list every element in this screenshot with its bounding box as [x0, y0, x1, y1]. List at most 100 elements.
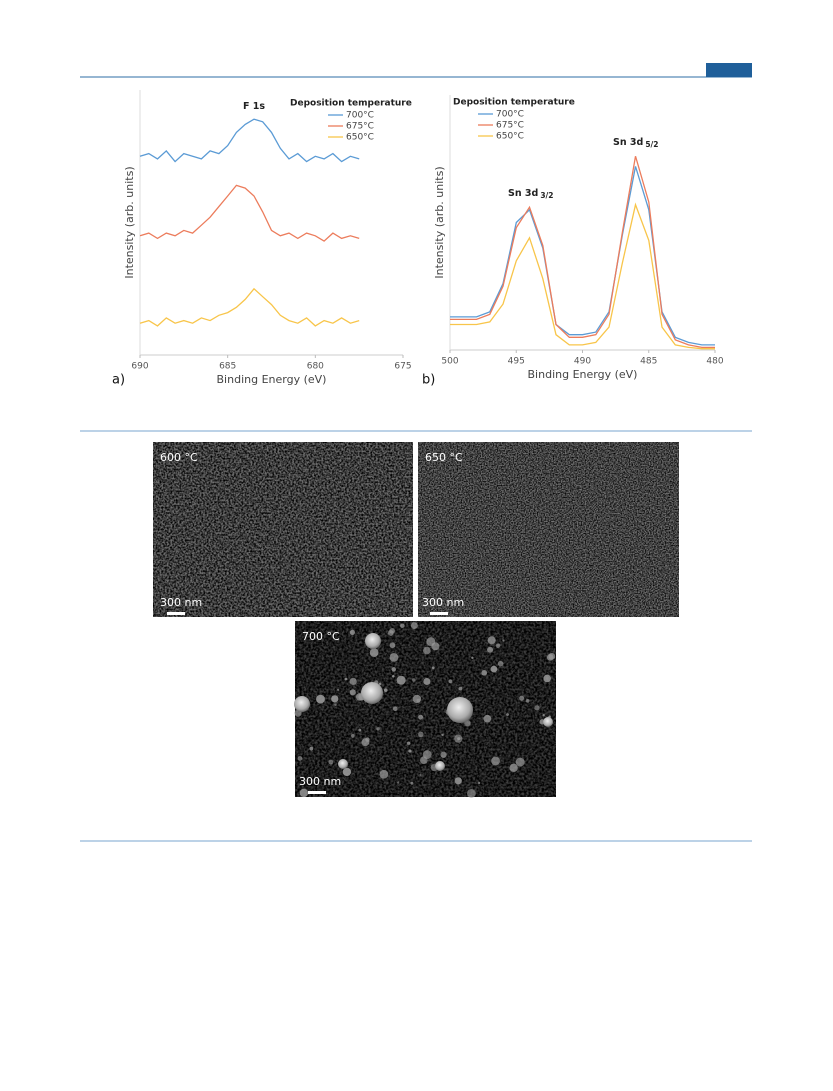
data-line [450, 202, 715, 350]
sem-particle [542, 713, 545, 717]
x-tick-label: 495 [508, 357, 525, 367]
annotation-subscript: 3/2 [540, 191, 553, 200]
sem-particle [316, 694, 325, 704]
sem-particle [418, 714, 424, 720]
sem-particle [490, 665, 498, 673]
sem-particle [423, 677, 431, 686]
legend-label: 675°C [496, 121, 524, 131]
sem-particle [378, 682, 382, 686]
sem-particle [519, 695, 525, 701]
sem-particle [471, 656, 474, 660]
sem-particle [334, 703, 337, 706]
sem-label: 600 °C [160, 451, 198, 464]
sem-particle [376, 727, 380, 731]
data-line [450, 166, 715, 346]
sem-particle [358, 728, 362, 732]
sem-particle [410, 622, 418, 630]
legend-label: 650°C [346, 133, 374, 143]
sem-particle [309, 746, 314, 751]
sem-particle [297, 756, 303, 761]
sem-particle [422, 750, 432, 760]
legend-label: 700°C [496, 110, 524, 120]
sem-particle [441, 733, 444, 737]
sem-image: 700 °C 300 nm [294, 621, 556, 798]
sem-particle [502, 639, 505, 642]
sem-particle [408, 749, 412, 753]
sem-texture [153, 442, 413, 617]
x-axis-label: Binding Energy (eV) [528, 368, 638, 381]
sem-particle [389, 652, 399, 662]
sem-particle [365, 633, 381, 649]
sem-particle [534, 705, 540, 711]
legend-label: 675°C [346, 122, 374, 132]
sem-particle [440, 751, 447, 758]
scale-bar [308, 791, 326, 794]
sem-particle [410, 781, 414, 785]
sem-particle [418, 731, 424, 738]
sem-particle [400, 623, 405, 628]
sem-particle [448, 679, 453, 684]
annotation-text: F 1s [243, 101, 265, 112]
sem-particle [344, 677, 348, 681]
data-line [139, 287, 360, 327]
sem-particle [495, 643, 501, 648]
sem-particle [412, 694, 422, 704]
x-tick-label: 500 [441, 357, 458, 367]
sem-particle [478, 781, 481, 785]
sem-particle [525, 698, 530, 703]
sem-particle [497, 660, 504, 667]
legend-label: 650°C [496, 132, 524, 142]
sem-particle [431, 666, 435, 670]
sem-particle [506, 713, 509, 717]
header-tab [706, 63, 752, 77]
sem-particle [464, 720, 471, 727]
x-axis-label: Binding Energy (eV) [217, 373, 327, 386]
sem-particle [466, 789, 476, 798]
sem-particle [487, 636, 496, 645]
sem-particle [454, 777, 462, 785]
sem-particle [349, 677, 357, 685]
scale-bar [430, 612, 448, 615]
sem-particle [546, 654, 554, 661]
sem-particle [365, 737, 370, 742]
sem-particle [426, 637, 436, 647]
data-line [450, 156, 715, 349]
sem-particle [481, 669, 488, 676]
panel-label: b) [422, 373, 435, 388]
sem-particle [331, 695, 339, 703]
y-axis-label: Intensity (arb. units) [433, 166, 446, 278]
scale-bar-label: 300 nm [299, 775, 341, 788]
sem-image: 650 °C 300 nm [418, 442, 679, 617]
sem-particle [391, 667, 397, 672]
sem-particle [515, 757, 525, 767]
sem-particle [543, 717, 553, 727]
sem-particle [406, 741, 411, 745]
sem-particle [447, 697, 473, 723]
x-tick-label: 690 [131, 362, 148, 372]
sem-particle [412, 678, 416, 682]
data-line [139, 118, 360, 163]
x-tick-label: 680 [307, 362, 324, 372]
legend-label: 700°C [346, 111, 374, 121]
peak-annotation: Sn 3d 3/2 [508, 188, 554, 201]
sem-particle [419, 773, 422, 776]
x-tick-label: 485 [640, 357, 657, 367]
x-tick-label: 685 [219, 362, 236, 372]
data-line [139, 184, 360, 242]
sem-particle [509, 763, 518, 773]
peak-annotation: F 1s [243, 101, 265, 112]
sem-particle [328, 759, 334, 765]
x-tick-label: 480 [706, 357, 723, 367]
sem-particle [491, 756, 500, 766]
sem-particle [458, 686, 463, 691]
sem-particle [389, 642, 396, 649]
scale-bar-label: 300 nm [160, 596, 202, 609]
peak-annotation: Sn 3d 5/2 [613, 137, 659, 150]
sem-particle [294, 696, 310, 712]
sem-particle [389, 627, 396, 634]
sem-label: 700 °C [302, 630, 340, 643]
scale-bar-label: 300 nm [422, 596, 464, 609]
sem-particle [342, 767, 352, 777]
sem-particle [349, 689, 356, 696]
